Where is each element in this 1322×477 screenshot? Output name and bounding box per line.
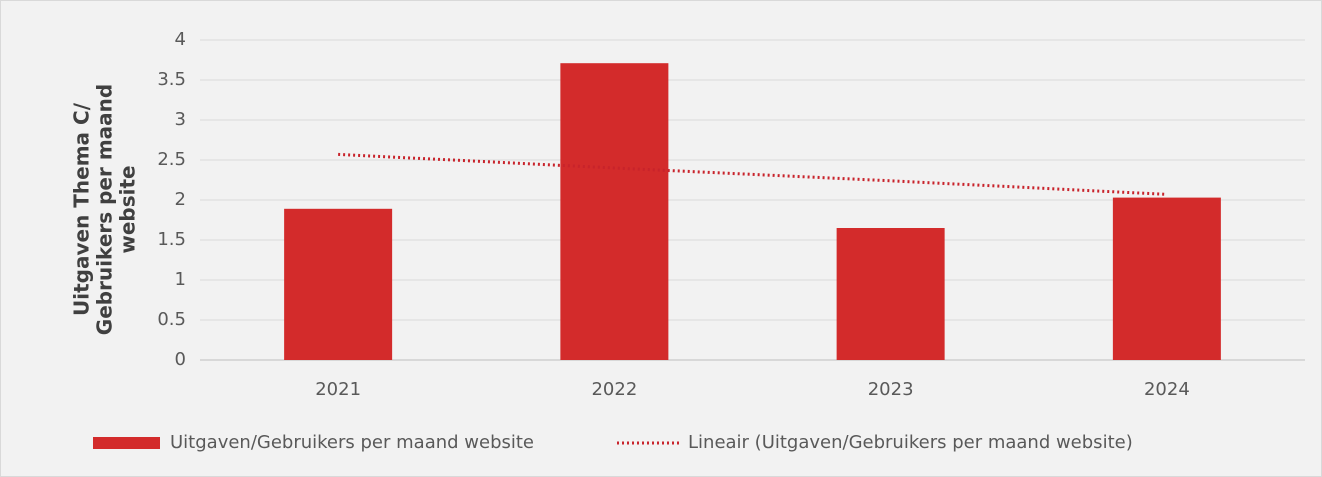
y-tick-label: 0 xyxy=(175,349,186,370)
x-tick-label: 2022 xyxy=(591,379,637,400)
y-tick-label: 3.5 xyxy=(157,69,186,90)
y-tick-label: 0.5 xyxy=(157,309,186,330)
bar xyxy=(836,228,945,360)
y-tick-label: 3 xyxy=(175,109,186,130)
y-tick-label: 2.5 xyxy=(157,149,186,170)
x-tick-label: 2021 xyxy=(315,379,361,400)
legend-swatch xyxy=(93,437,160,449)
x-tick-label: 2024 xyxy=(1144,379,1190,400)
legend-label: Uitgaven/Gebruikers per maand website xyxy=(170,432,534,453)
y-axis-label: Uitgaven Thema C/ Gebruikers per maand w… xyxy=(69,83,140,336)
y-tick-label: 1 xyxy=(175,269,186,290)
y-tick-label: 1.5 xyxy=(157,229,186,250)
bar xyxy=(560,63,669,360)
x-tick-label: 2023 xyxy=(868,379,914,400)
y-tick-label: 2 xyxy=(175,189,186,210)
y-tick-label: 4 xyxy=(175,29,186,50)
bar xyxy=(1112,197,1221,360)
legend-label: Lineair (Uitgaven/Gebruikers per maand w… xyxy=(688,432,1133,453)
trendline xyxy=(338,152,1167,196)
bar xyxy=(284,208,393,360)
